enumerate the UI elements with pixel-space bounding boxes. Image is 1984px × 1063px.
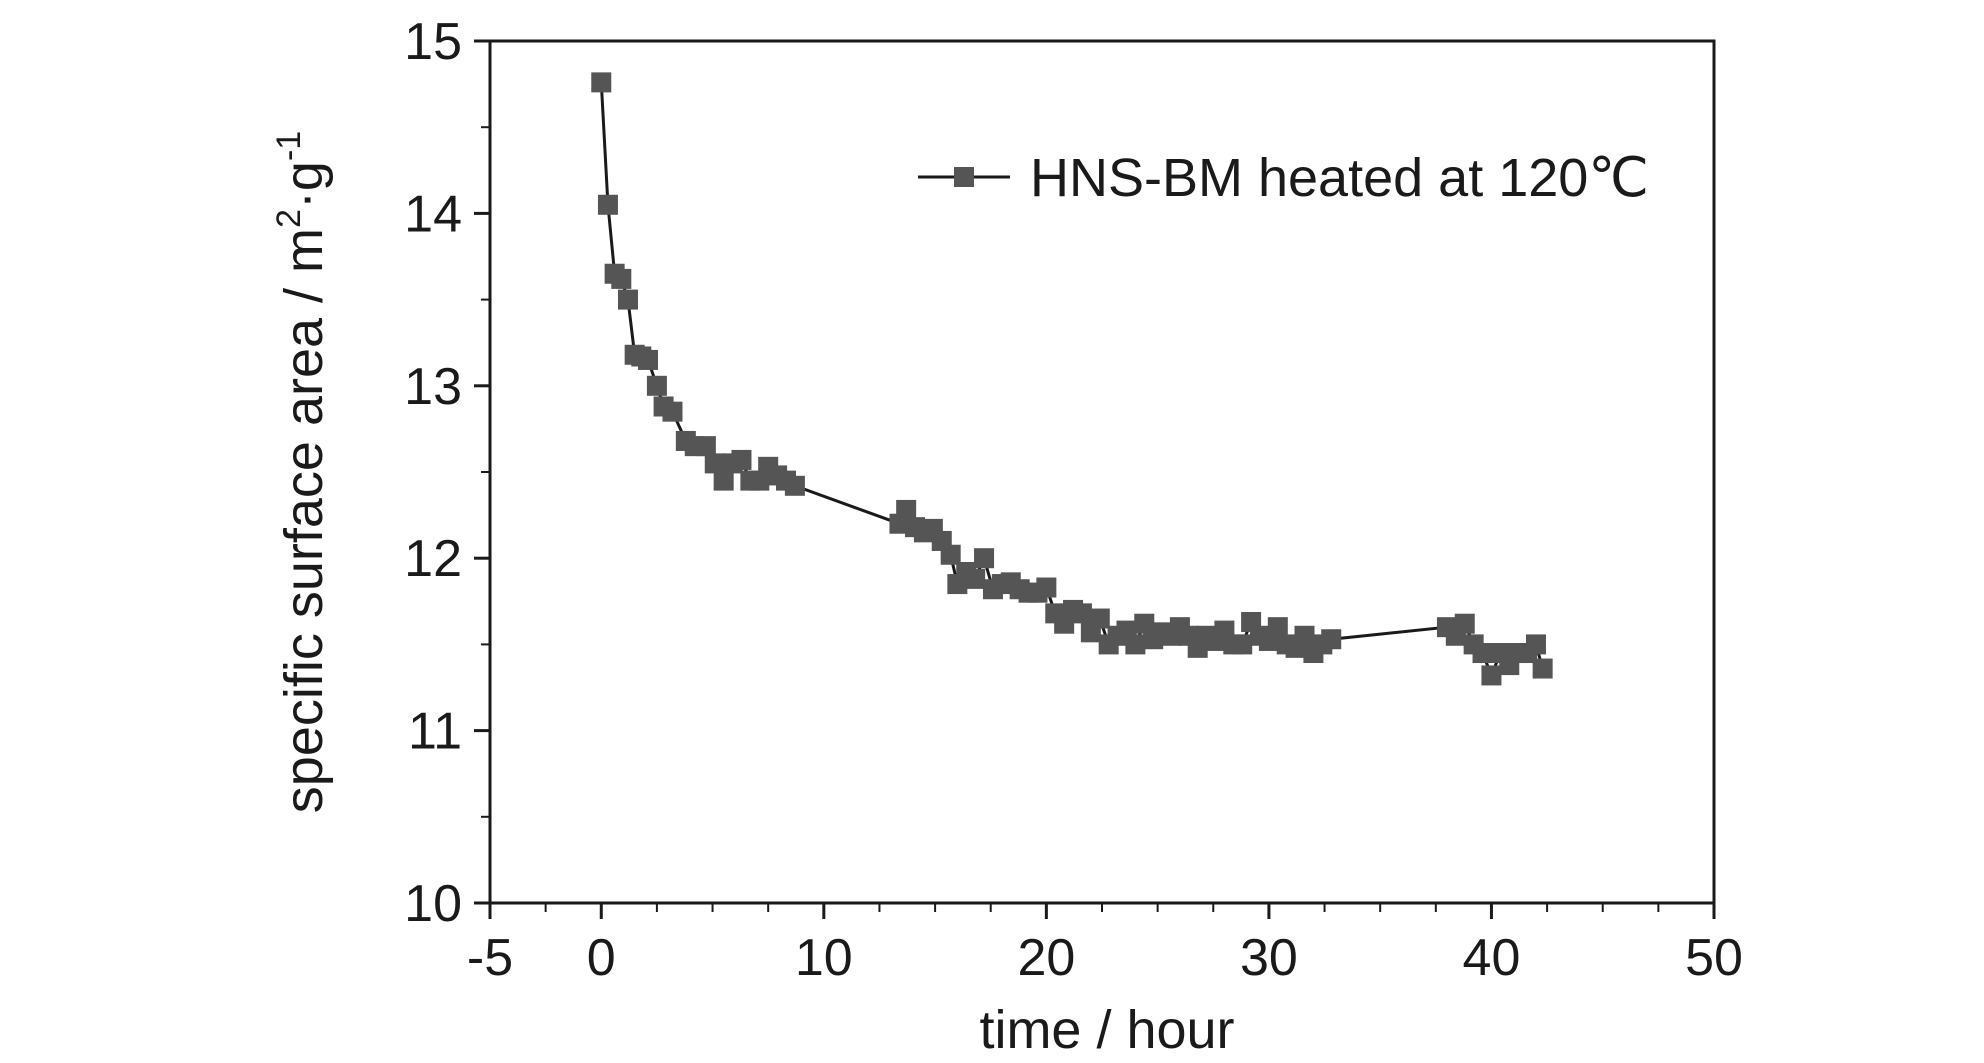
x-tick-label: -5: [467, 929, 513, 987]
y-axis-title-sup1: 2: [270, 209, 308, 228]
data-point: [1321, 629, 1342, 650]
data-point: [597, 194, 618, 215]
legend: HNS-BM heated at 120℃: [918, 148, 1649, 208]
data-point: [1134, 613, 1155, 634]
data-point: [1232, 634, 1253, 655]
plot-frame: [488, 39, 1716, 905]
data-point: [695, 436, 716, 457]
y-tick-label: 14: [404, 185, 462, 243]
data-point: [638, 349, 659, 370]
data-point: [1036, 577, 1057, 598]
data-point: [731, 449, 752, 470]
y-axis-title: specific surface area / m2·g-1: [270, 131, 334, 813]
data-point: [1454, 613, 1475, 634]
legend-label: HNS-BM heated at 120℃: [1030, 148, 1649, 208]
x-tick-label: 40: [1463, 929, 1521, 987]
data-point: [591, 72, 612, 93]
data-point: [896, 499, 917, 520]
data-point: [1089, 608, 1110, 629]
x-axis-title: time / hour: [979, 1000, 1234, 1060]
y-tick-label: 10: [404, 875, 462, 933]
y-tick-label: 12: [404, 530, 462, 588]
data-point: [617, 289, 638, 310]
y-tick-label: 11: [408, 703, 462, 761]
data-point: [1125, 634, 1146, 655]
data-point: [1294, 625, 1315, 646]
data-point: [965, 568, 986, 589]
y-axis-title-sup2: -1: [270, 131, 308, 161]
data-point: [662, 401, 683, 422]
x-tick-label: 20: [1017, 929, 1075, 987]
y-tick-label: 13: [404, 358, 462, 416]
data-point: [1532, 658, 1553, 679]
data-point: [646, 375, 667, 396]
x-tick-label: 10: [795, 929, 853, 987]
data-point: [1481, 665, 1502, 686]
x-tick-label: 50: [1685, 929, 1743, 987]
data-point: [974, 548, 995, 569]
data-point: [1525, 634, 1546, 655]
data-point: [704, 453, 725, 474]
y-axis-title-mid: ·g: [274, 161, 334, 209]
legend-marker: [954, 167, 974, 187]
x-tick-label: 0: [587, 929, 616, 987]
series-marker-layer: [591, 72, 1553, 686]
data-point: [1267, 617, 1288, 638]
data-point: [940, 544, 961, 565]
axis-labels: -5 0 10 20 30 40 50 10 11 12 13 14 15 time / hour spec…: [270, 13, 1743, 1060]
data-point: [713, 470, 734, 491]
x-tick-label: 30: [1240, 929, 1298, 987]
y-tick-label: 15: [404, 13, 462, 71]
data-point: [611, 268, 632, 289]
data-point: [1071, 603, 1092, 624]
data-point: [1472, 643, 1493, 664]
y-axis-title-main: specific surface area / m: [274, 228, 334, 813]
data-point: [784, 475, 805, 496]
